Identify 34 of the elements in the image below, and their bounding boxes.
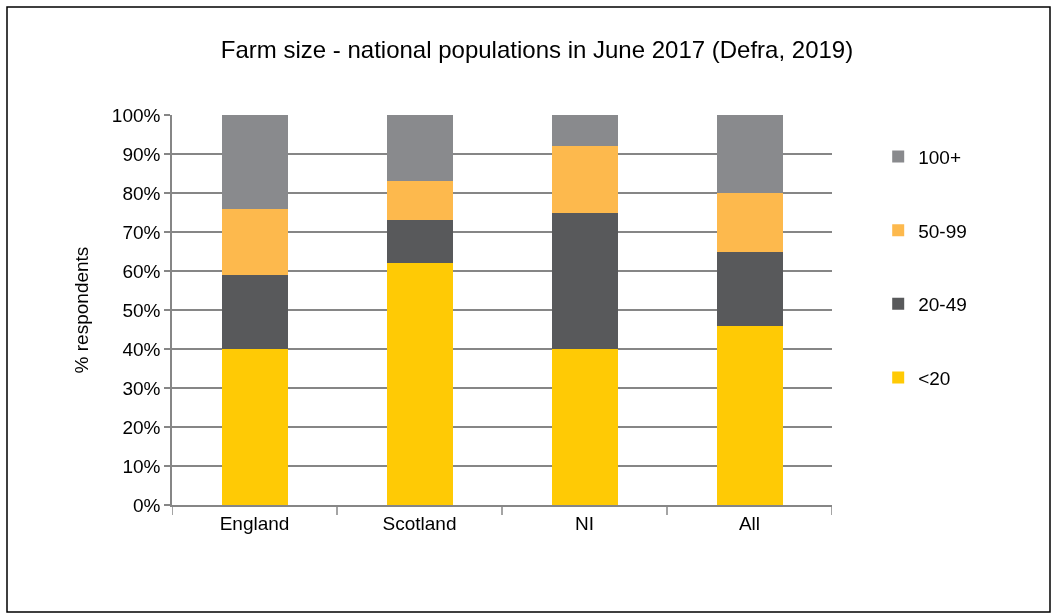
y-tick-label: 30% (122, 377, 161, 399)
y-tick-label: 60% (122, 260, 161, 282)
y-tick-label: 70% (122, 221, 161, 243)
bar (716, 325, 783, 505)
bar (551, 349, 618, 505)
bar (551, 146, 618, 213)
y-axis-title: % respondents (71, 246, 93, 374)
chart-title: Farm size - national populations in June 2017 (Defra, 2019) (220, 36, 854, 64)
y-tick-label: 20% (122, 416, 161, 438)
bar (221, 349, 288, 505)
bar (551, 115, 618, 147)
x-tick-label: Scotland (382, 512, 457, 534)
legend-label: 20-49 (918, 294, 967, 316)
bar (716, 251, 783, 326)
y-tick-label: 80% (122, 182, 161, 204)
bar (386, 263, 453, 505)
y-tick-label: 0% (132, 494, 161, 516)
y-tick-label: 50% (122, 299, 161, 321)
bar (551, 212, 618, 349)
bar (221, 274, 288, 349)
y-tick-label: 90% (122, 143, 161, 165)
legend-label: 50-99 (918, 220, 967, 242)
bar (221, 208, 288, 275)
x-tick-label: All (738, 512, 761, 534)
bar (386, 181, 453, 221)
legend-label: <20 (918, 367, 951, 389)
bar (716, 193, 783, 252)
x-tick-label: England (219, 512, 290, 534)
x-tick-label: NI (575, 512, 594, 534)
y-tick-label: 10% (122, 455, 161, 477)
y-tick-label: 40% (122, 338, 161, 360)
legend-label: 100+ (918, 146, 961, 168)
y-tick-label: 100% (111, 104, 161, 126)
bar (386, 220, 453, 264)
